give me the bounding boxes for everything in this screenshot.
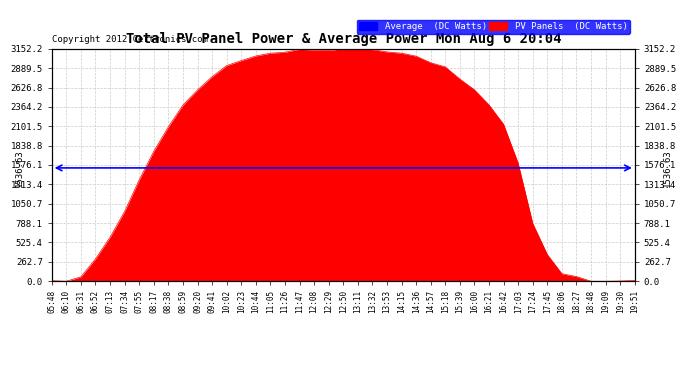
Text: Copyright 2012 Certronics.com: Copyright 2012 Certronics.com: [52, 35, 208, 44]
Text: 1536.63: 1536.63: [15, 149, 24, 187]
Legend: Average  (DC Watts), PV Panels  (DC Watts): Average (DC Watts), PV Panels (DC Watts): [357, 20, 630, 34]
Text: 1536.63: 1536.63: [662, 149, 671, 187]
Title: Total PV Panel Power & Average Power Mon Aug 6 20:04: Total PV Panel Power & Average Power Mon…: [126, 32, 561, 46]
